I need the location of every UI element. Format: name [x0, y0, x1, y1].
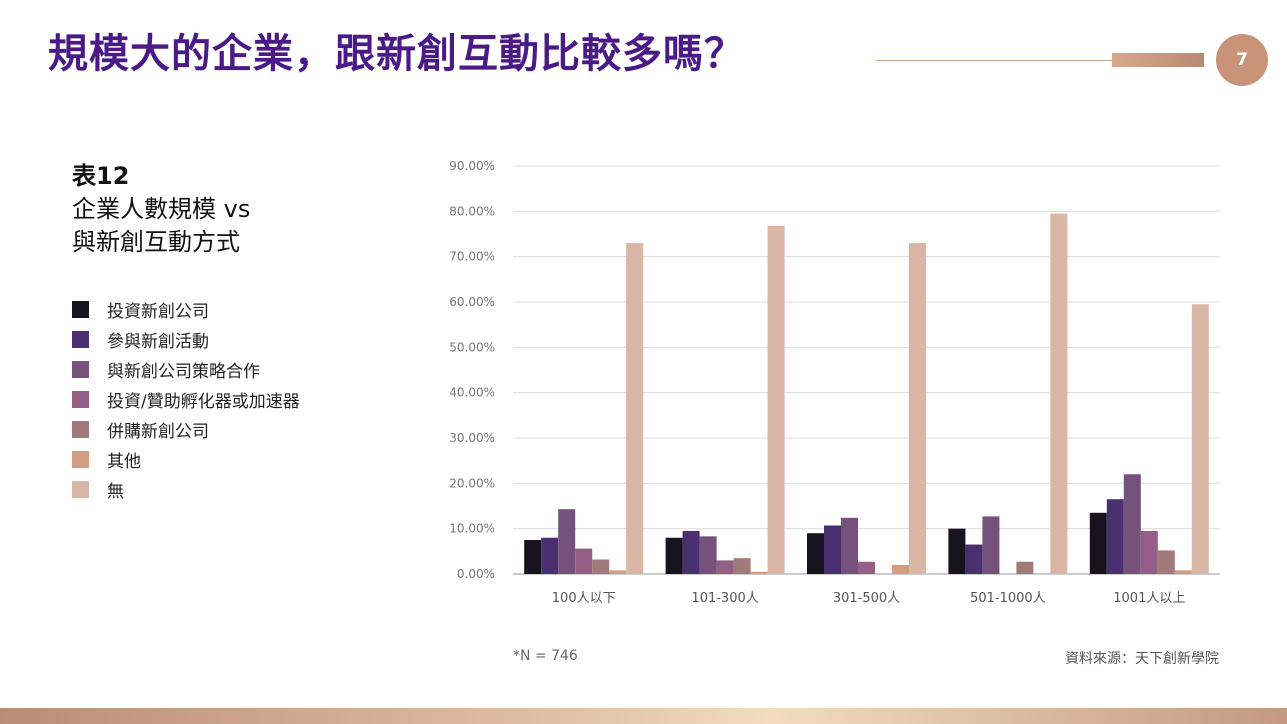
- bar: [1157, 550, 1175, 574]
- y-tick-label: 30.00%: [449, 431, 495, 445]
- legend-swatch: [72, 450, 89, 468]
- y-tick-label: 50.00%: [449, 340, 495, 354]
- bar: [909, 243, 926, 575]
- page-number-badge: 7: [1216, 34, 1268, 86]
- bar: [682, 530, 700, 574]
- bar: [733, 558, 751, 574]
- bar: [1089, 512, 1107, 574]
- y-tick-label: 40.00%: [449, 386, 495, 400]
- table-number: 表12: [72, 162, 130, 190]
- x-tick-label: 1001人以上: [1113, 591, 1185, 606]
- x-tick-label: 100人以下: [552, 591, 616, 606]
- bar: [575, 548, 593, 574]
- legend-item: 其他: [72, 444, 300, 474]
- bar: [592, 559, 610, 574]
- bar: [1191, 304, 1209, 574]
- sample-size-note: *N = 746: [513, 648, 578, 664]
- bar: [1140, 530, 1158, 574]
- y-tick-label: 80.00%: [449, 204, 495, 218]
- y-tick-label: 20.00%: [449, 476, 495, 490]
- title-divider-line: [876, 60, 1112, 61]
- legend-label: 投資/贊助孵化器或加速器: [107, 391, 300, 412]
- legend-item: 無: [72, 474, 300, 504]
- legend-item: 與新創公司策略合作: [72, 354, 300, 384]
- legend-item: 參與新創活動: [72, 324, 300, 354]
- data-source: 資料來源：天下創新學院: [1065, 651, 1219, 667]
- y-tick-label: 0.00%: [457, 567, 495, 581]
- bar: [750, 571, 768, 574]
- bar: [699, 536, 717, 574]
- y-tick-label: 90.00%: [449, 159, 495, 173]
- bar: [626, 243, 644, 575]
- y-tick-label: 10.00%: [449, 522, 495, 536]
- y-tick-label: 60.00%: [449, 295, 495, 309]
- bar: [965, 544, 983, 574]
- bar: [824, 525, 841, 574]
- table-caption-line-1: 企業人數規模 vs: [72, 195, 251, 223]
- legend-label: 無: [107, 481, 124, 502]
- x-tick-label: 501-1000人: [970, 591, 1046, 606]
- title-accent-bar: [1112, 53, 1204, 67]
- legend-swatch: [72, 420, 89, 438]
- bar: [524, 540, 542, 574]
- legend-label: 參與新創活動: [107, 331, 209, 352]
- legend-label: 併購新創公司: [107, 421, 209, 442]
- bar: [665, 537, 683, 574]
- bar: [1050, 213, 1068, 574]
- bar: [609, 570, 627, 574]
- bar: [841, 517, 858, 574]
- bar: [541, 537, 559, 574]
- legend-swatch: [72, 300, 89, 318]
- table-label: 表12 企業人數規模 vs 與新創互動方式: [72, 160, 250, 259]
- bar: [858, 561, 875, 574]
- table-caption-line-2: 與新創互動方式: [72, 228, 240, 256]
- page-title: 規模大的企業，跟新創互動比較多嗎？: [48, 31, 745, 77]
- legend-item: 併購新創公司: [72, 414, 300, 444]
- bar: [716, 560, 734, 574]
- bottom-decorative-band: [0, 708, 1287, 724]
- legend-label: 與新創公司策略合作: [107, 361, 260, 382]
- bar: [892, 564, 909, 574]
- legend-swatch: [72, 480, 89, 498]
- bar: [1174, 570, 1192, 574]
- legend-swatch: [72, 360, 89, 378]
- legend-swatch: [72, 330, 89, 348]
- x-tick-label: 301-500人: [833, 591, 900, 606]
- bar: [1016, 561, 1034, 574]
- bar: [1123, 474, 1141, 574]
- bar: [1106, 499, 1124, 574]
- chart-legend: 投資新創公司 參與新創活動與新創公司策略合作投資/贊助孵化器或加速器 併購新創公司其…: [72, 294, 300, 504]
- bar: [982, 516, 1000, 574]
- legend-item: 投資/贊助孵化器或加速器: [72, 384, 300, 414]
- bar: [558, 509, 576, 574]
- legend-label: 投資新創公司: [107, 301, 209, 322]
- legend-label: 其他: [107, 451, 141, 472]
- y-tick-label: 70.00%: [449, 250, 495, 264]
- bar: [807, 533, 824, 574]
- bar: [767, 225, 785, 574]
- legend-swatch: [72, 390, 89, 408]
- x-tick-label: 101-300人: [691, 591, 758, 606]
- bar: [948, 528, 966, 574]
- legend-item: 投資新創公司: [72, 294, 300, 324]
